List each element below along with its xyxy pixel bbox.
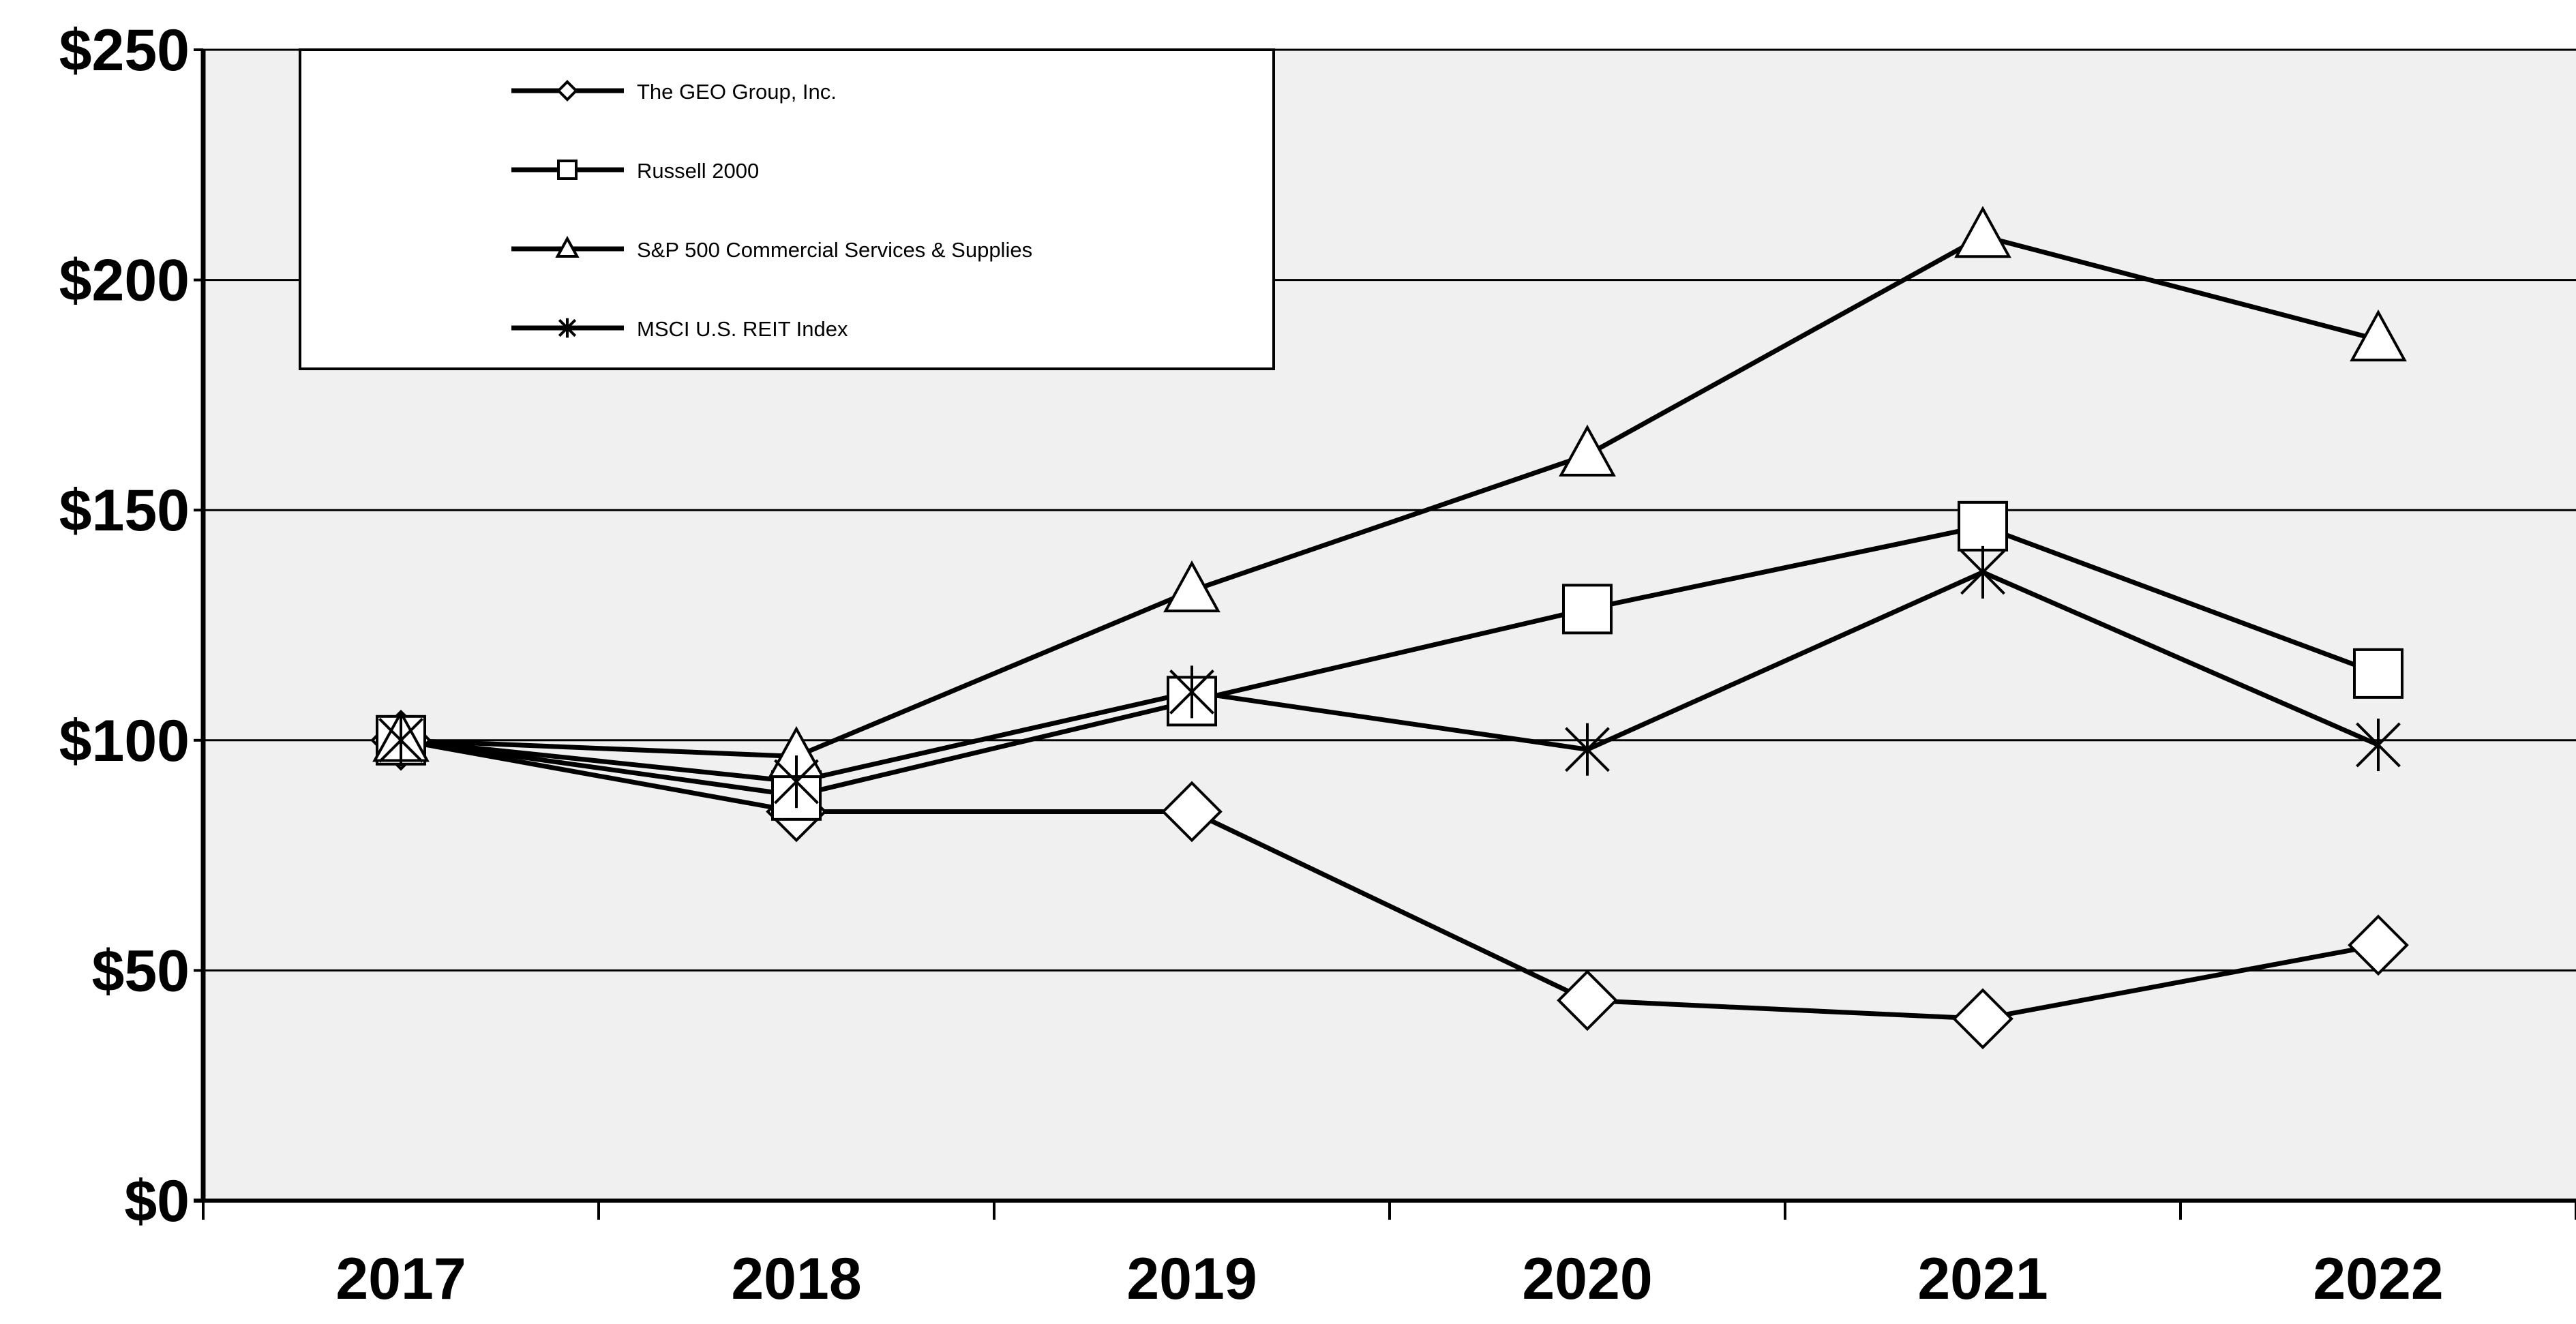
data-point-square: [2353, 648, 2403, 699]
y-tick-label: $150: [59, 478, 190, 543]
axes: [194, 50, 2576, 1203]
legend-label: The GEO Group, Inc.: [637, 80, 837, 104]
legend-marker-square: [557, 160, 578, 180]
x-tick-label: 2021: [1917, 1246, 2048, 1312]
legend-label: S&P 500 Commercial Services & Supplies: [637, 238, 1032, 262]
legend-label: Russell 2000: [637, 159, 759, 183]
series-line-0: [400, 738, 2379, 1021]
series-group: [370, 206, 2409, 1050]
x-tick-label: 2020: [1522, 1246, 1652, 1312]
legend-marker-triangle: [555, 235, 580, 258]
y-axis-ticks: $0 $50 $100 $150 $200 $250: [59, 18, 203, 1234]
legend-box: [299, 48, 1275, 370]
data-point-diamond: [2348, 914, 2409, 976]
data-point-asterisk: [378, 714, 423, 767]
data-point-triangle: [1954, 206, 2011, 258]
series-line-3: [400, 569, 2380, 785]
data-point-diamond: [1557, 969, 1618, 1032]
data-point-diamond: [1161, 781, 1223, 843]
data-point-triangle: [2350, 309, 2407, 362]
data-point-asterisk: [774, 755, 819, 809]
data-point-asterisk: [1960, 545, 2005, 599]
x-tick-label: 2018: [731, 1246, 861, 1312]
x-tick-label: 2017: [335, 1246, 466, 1312]
data-point-square: [1958, 500, 2008, 552]
data-point-asterisk: [2356, 719, 2401, 772]
legend: The GEO Group, Inc. Russell 2000 S&P 500 C…: [299, 48, 1275, 370]
data-point-square: [1562, 584, 1613, 635]
legend-label: MSCI U.S. REIT Index: [637, 317, 848, 341]
series-line-1: [400, 524, 2380, 798]
x-tick-label: 2019: [1126, 1246, 1257, 1312]
y-tick-label: $50: [92, 938, 190, 1004]
x-axis-ticks: 2017 2018 2019 2020 2021 2022: [202, 1201, 2576, 1312]
data-point-triangle: [1559, 424, 1616, 477]
y-tick-label: $250: [59, 18, 190, 83]
legend-marker-asterisk: [558, 318, 577, 338]
x-tick-label: 2022: [2313, 1246, 2443, 1312]
series-line-2: [400, 233, 2379, 759]
y-tick-label: $100: [59, 708, 190, 774]
data-point-asterisk: [1169, 665, 1214, 719]
legend-marker-diamond: [556, 80, 578, 102]
y-tick-label: $200: [59, 248, 190, 314]
data-point-triangle: [1163, 560, 1220, 613]
data-point-diamond: [1952, 988, 2013, 1050]
y-tick-label: $0: [124, 1169, 190, 1234]
data-point-asterisk: [1565, 723, 1610, 776]
